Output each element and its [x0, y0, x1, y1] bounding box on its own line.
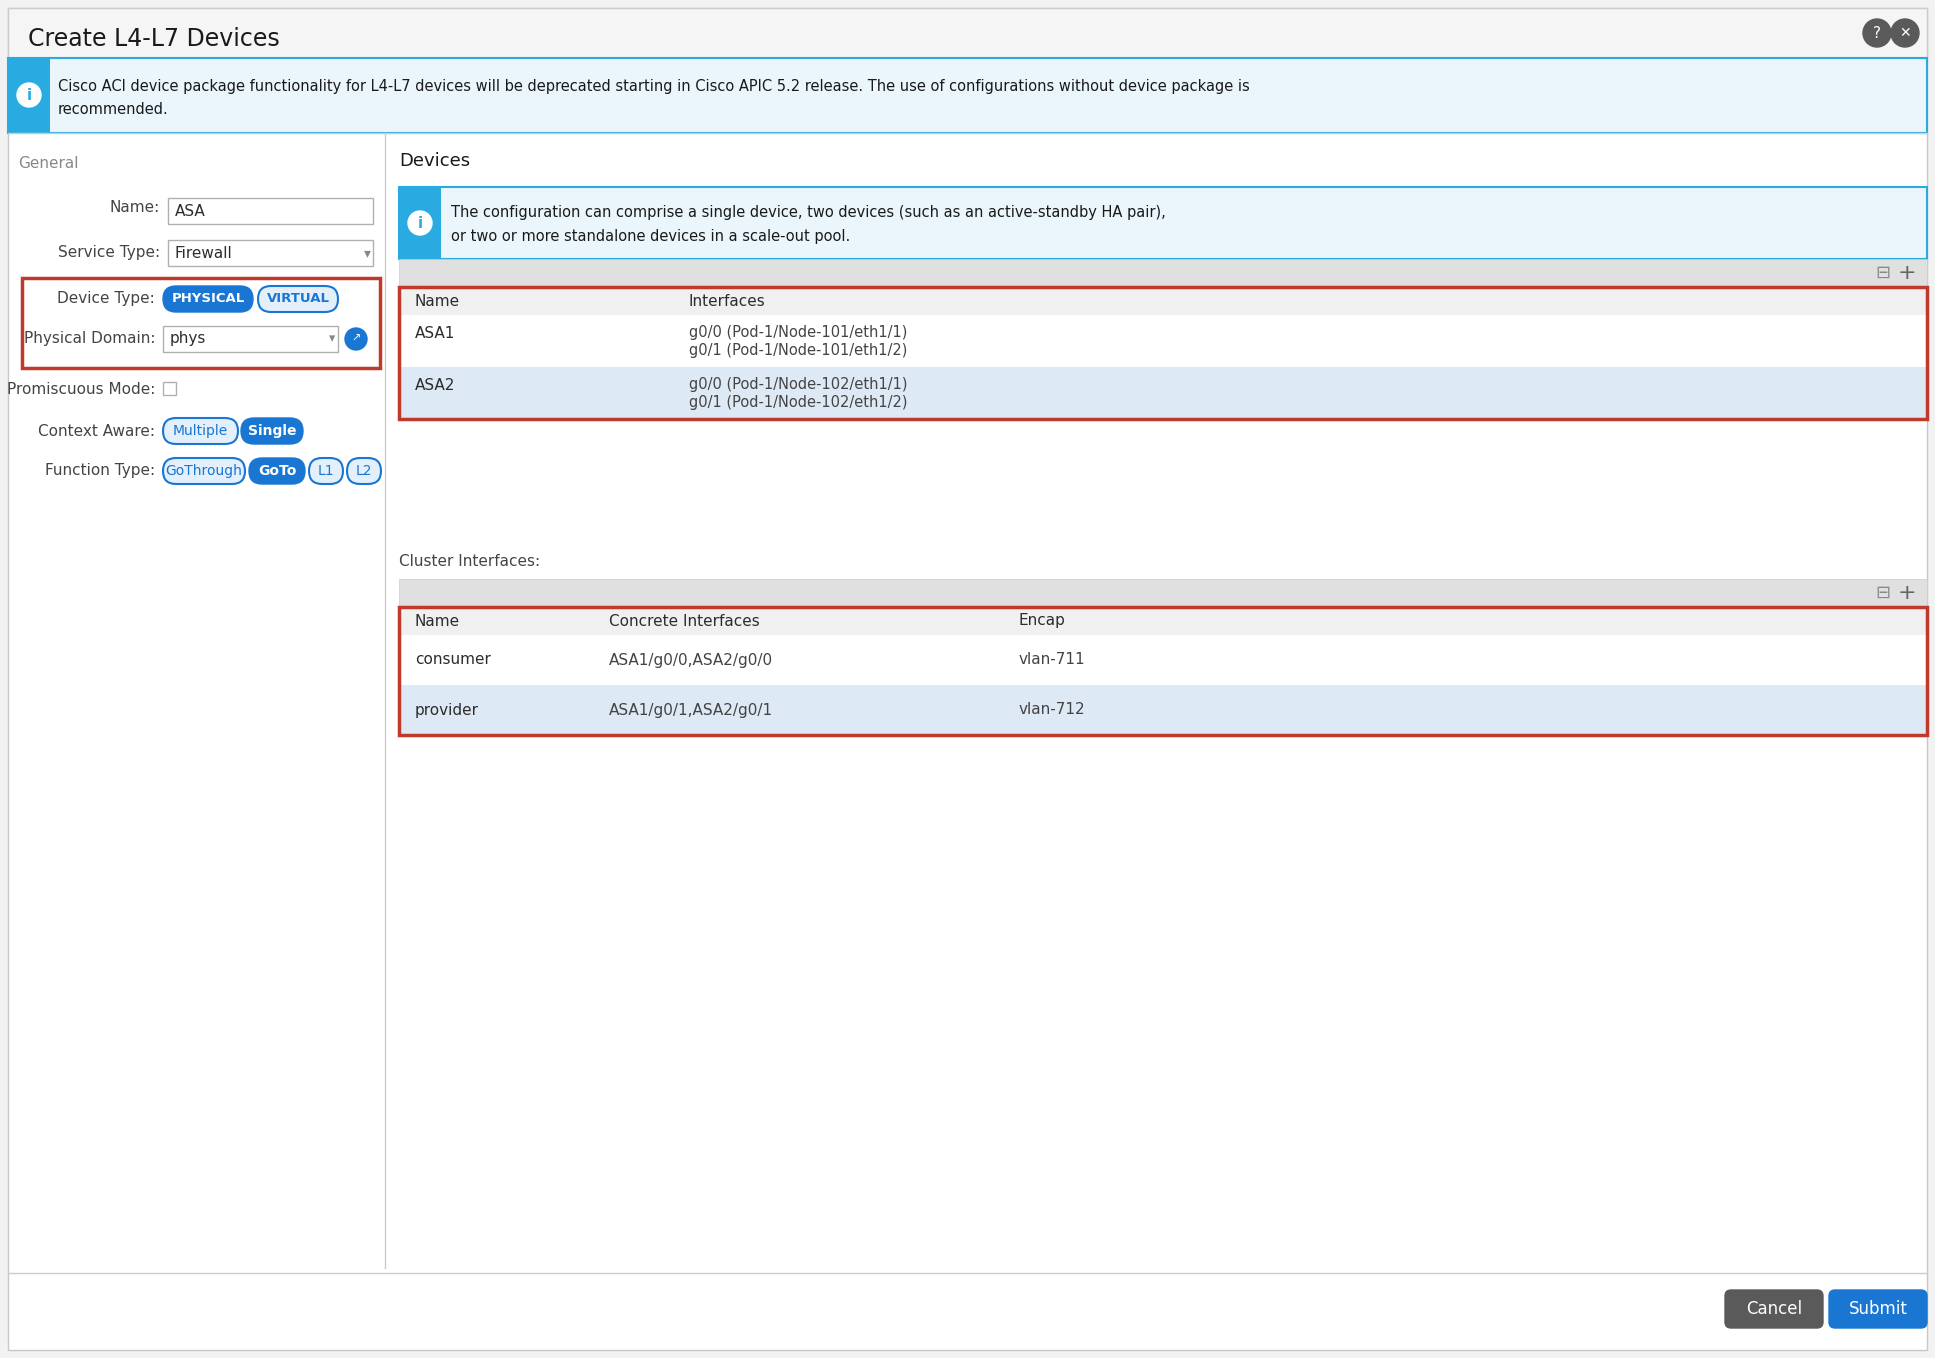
Bar	[21, 278, 379, 368]
Bar	[399, 367, 1927, 420]
Text: Create L4-L7 Devices: Create L4-L7 Devices	[27, 27, 281, 52]
Bar	[399, 187, 441, 259]
Circle shape	[408, 210, 432, 235]
Circle shape	[1863, 19, 1890, 48]
Bar	[399, 287, 1927, 315]
Bar	[399, 287, 1927, 420]
Bar	[399, 315, 1927, 367]
Text: GoTo: GoTo	[257, 464, 296, 478]
Text: Multiple: Multiple	[172, 424, 228, 439]
Text: or two or more standalone devices in a scale-out pool.: or two or more standalone devices in a s…	[451, 230, 849, 244]
FancyBboxPatch shape	[310, 458, 342, 483]
Text: ASA1/g0/0,ASA2/g0/0: ASA1/g0/0,ASA2/g0/0	[610, 652, 774, 668]
Text: Context Aware:: Context Aware:	[39, 424, 155, 439]
Text: provider: provider	[414, 702, 480, 717]
Text: ✕: ✕	[1898, 26, 1910, 39]
Bar	[8, 58, 50, 133]
Text: Encap: Encap	[1020, 614, 1066, 629]
Text: Physical Domain:: Physical Domain:	[23, 331, 155, 346]
Bar	[399, 259, 1927, 287]
FancyBboxPatch shape	[257, 287, 339, 312]
FancyBboxPatch shape	[163, 287, 253, 312]
Text: ⊟: ⊟	[1875, 584, 1890, 602]
FancyBboxPatch shape	[1829, 1290, 1927, 1328]
Bar	[163, 326, 339, 352]
Circle shape	[344, 329, 368, 350]
Text: Single: Single	[248, 424, 296, 439]
Text: i: i	[418, 216, 422, 231]
Text: ↗: ↗	[352, 334, 360, 344]
FancyBboxPatch shape	[250, 458, 306, 483]
Text: Concrete Interfaces: Concrete Interfaces	[610, 614, 760, 629]
Text: Devices: Devices	[399, 152, 470, 170]
Text: g0/1 (Pod-1/Node-102/eth1/2): g0/1 (Pod-1/Node-102/eth1/2)	[689, 395, 908, 410]
Text: Function Type:: Function Type:	[45, 463, 155, 478]
Circle shape	[1890, 19, 1920, 48]
Text: Cisco ACI device package functionality for L4-L7 devices will be deprecated star: Cisco ACI device package functionality f…	[58, 79, 1250, 94]
Text: i: i	[27, 87, 31, 102]
Bar	[8, 8, 1927, 58]
Text: Name: Name	[414, 614, 461, 629]
Bar	[399, 187, 1927, 259]
Text: Cluster Interfaces:: Cluster Interfaces:	[399, 554, 540, 569]
Text: ASA2: ASA2	[414, 378, 455, 392]
Text: Name: Name	[414, 293, 461, 308]
Text: +: +	[1898, 263, 1916, 282]
Text: Submit: Submit	[1848, 1300, 1908, 1319]
Text: g0/0 (Pod-1/Node-101/eth1/1): g0/0 (Pod-1/Node-101/eth1/1)	[689, 326, 908, 341]
Text: vlan-711: vlan-711	[1020, 652, 1086, 668]
FancyBboxPatch shape	[1724, 1290, 1823, 1328]
Text: L2: L2	[356, 464, 372, 478]
Bar	[399, 607, 1927, 636]
Text: Name:: Name:	[110, 201, 161, 216]
Text: Promiscuous Mode:: Promiscuous Mode:	[6, 383, 155, 398]
Text: L1: L1	[317, 464, 335, 478]
Text: g0/1 (Pod-1/Node-101/eth1/2): g0/1 (Pod-1/Node-101/eth1/2)	[689, 344, 908, 359]
Text: ASA1: ASA1	[414, 326, 455, 341]
Text: ASA1/g0/1,ASA2/g0/1: ASA1/g0/1,ASA2/g0/1	[610, 702, 774, 717]
Text: recommended.: recommended.	[58, 102, 168, 118]
Text: vlan-712: vlan-712	[1020, 702, 1086, 717]
Text: ▾: ▾	[364, 246, 370, 259]
Text: The configuration can comprise a single device, two devices (such as an active-s: The configuration can comprise a single …	[451, 205, 1165, 220]
Text: ▾: ▾	[329, 333, 335, 345]
Text: GoThrough: GoThrough	[166, 464, 242, 478]
Text: ASA: ASA	[174, 204, 205, 219]
Bar	[399, 607, 1927, 735]
Text: ⊟: ⊟	[1875, 263, 1890, 282]
Bar	[399, 579, 1927, 607]
Text: Interfaces: Interfaces	[689, 293, 766, 308]
Text: +: +	[1898, 583, 1916, 603]
Text: ?: ?	[1873, 26, 1881, 41]
Text: PHYSICAL: PHYSICAL	[172, 292, 244, 306]
FancyBboxPatch shape	[163, 418, 238, 444]
Circle shape	[17, 83, 41, 107]
Text: consumer: consumer	[414, 652, 491, 668]
Text: General: General	[17, 156, 79, 171]
Bar	[168, 198, 373, 224]
Text: Cancel: Cancel	[1745, 1300, 1801, 1319]
Text: VIRTUAL: VIRTUAL	[267, 292, 329, 306]
FancyBboxPatch shape	[346, 458, 381, 483]
Text: Service Type:: Service Type:	[58, 246, 161, 261]
Bar	[163, 382, 176, 395]
FancyBboxPatch shape	[163, 458, 246, 483]
Text: Firewall: Firewall	[174, 246, 232, 261]
FancyBboxPatch shape	[242, 418, 304, 444]
Bar	[168, 240, 373, 266]
Bar	[399, 636, 1927, 684]
Bar	[399, 684, 1927, 735]
Text: Device Type:: Device Type:	[58, 292, 155, 307]
Text: phys: phys	[170, 331, 207, 346]
Bar	[8, 58, 1927, 133]
Text: g0/0 (Pod-1/Node-102/eth1/1): g0/0 (Pod-1/Node-102/eth1/1)	[689, 378, 908, 392]
